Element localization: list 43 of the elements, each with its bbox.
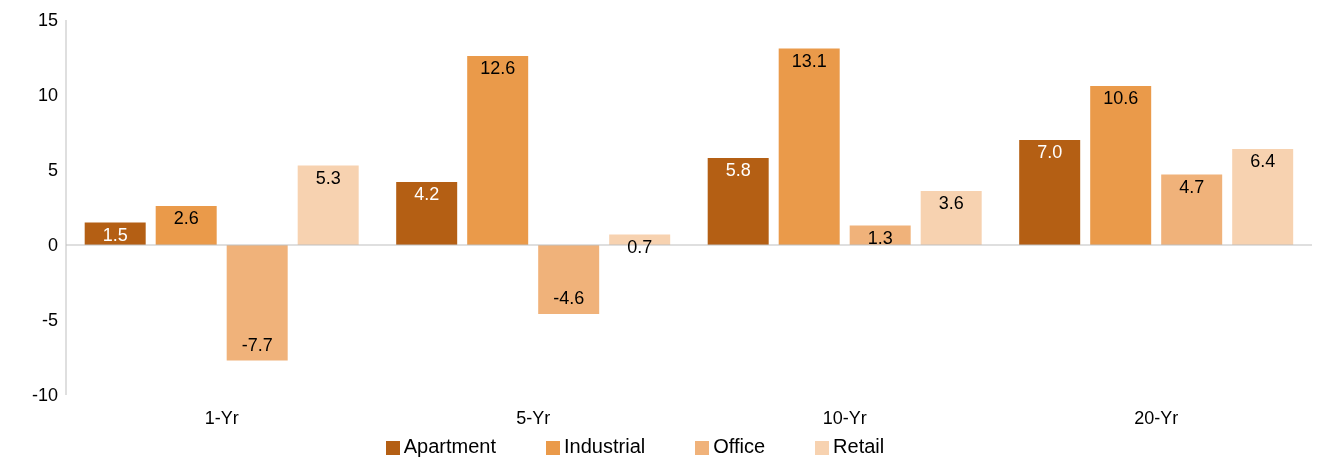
data-label: 3.6 bbox=[938, 193, 964, 213]
data-label: 4.7 bbox=[1179, 176, 1205, 197]
bar bbox=[467, 56, 529, 245]
legend-label: Retail bbox=[833, 435, 885, 457]
y-tick-label: 15 bbox=[37, 10, 58, 31]
bar bbox=[1019, 140, 1081, 245]
y-tick-label: 0 bbox=[47, 235, 58, 256]
data-label: -7.7 bbox=[241, 334, 273, 355]
bar bbox=[1090, 86, 1152, 245]
legend-label: Apartment bbox=[403, 435, 497, 457]
data-label: 13.1 bbox=[791, 50, 827, 71]
x-tick-label: 1-Yr bbox=[204, 407, 239, 428]
y-tick-label: 10 bbox=[37, 85, 58, 106]
data-label: 5.8 bbox=[725, 160, 751, 180]
bar bbox=[538, 245, 600, 314]
bar bbox=[707, 158, 769, 245]
y-tick-label: -10 bbox=[31, 385, 58, 406]
x-tick-label: 20-Yr bbox=[1134, 407, 1179, 428]
bar bbox=[778, 48, 840, 245]
legend-label: Office bbox=[713, 435, 766, 457]
bar bbox=[396, 182, 458, 245]
x-tick-label: 5-Yr bbox=[516, 407, 551, 428]
y-tick-label: 5 bbox=[47, 160, 58, 181]
data-label: 5.3 bbox=[315, 167, 341, 188]
bar bbox=[1161, 174, 1223, 245]
data-label: -4.6 bbox=[553, 288, 585, 308]
data-label: 6.4 bbox=[1250, 151, 1276, 171]
data-label: 12.6 bbox=[480, 58, 516, 78]
bar bbox=[297, 165, 359, 245]
data-label: 4.2 bbox=[414, 184, 440, 204]
x-tick-label: 10-Yr bbox=[822, 407, 867, 428]
data-label: 0.7 bbox=[627, 236, 653, 257]
bar bbox=[920, 191, 982, 245]
bar bbox=[1232, 149, 1294, 245]
data-label: 10.6 bbox=[1103, 88, 1139, 108]
data-label: 2.6 bbox=[173, 208, 199, 228]
data-label: 1.5 bbox=[102, 224, 128, 245]
data-label: 1.3 bbox=[867, 227, 893, 248]
bar bbox=[155, 206, 217, 245]
y-tick-label: -5 bbox=[41, 310, 58, 331]
bar bbox=[226, 245, 288, 361]
legend-label: Industrial bbox=[564, 435, 646, 457]
data-label: 7.0 bbox=[1037, 142, 1063, 162]
